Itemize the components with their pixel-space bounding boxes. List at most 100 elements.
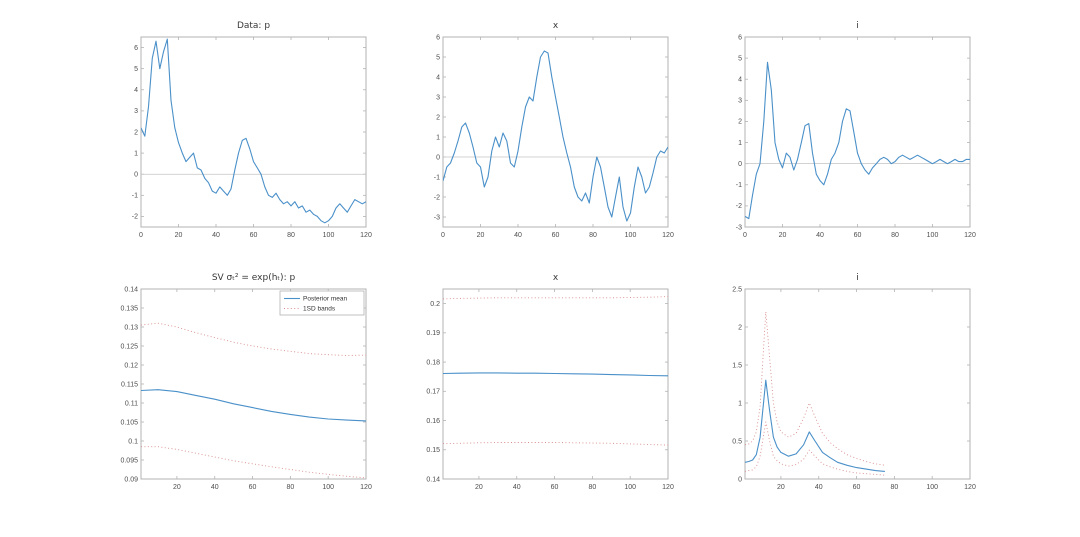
svg-text:2: 2: [134, 129, 138, 136]
svg-text:0.11: 0.11: [125, 400, 138, 407]
svg-text:80: 80: [891, 232, 899, 239]
svg-text:-3: -3: [434, 214, 440, 221]
svg-text:0.14: 0.14: [426, 476, 440, 483]
svg-text:2: 2: [436, 114, 440, 121]
svg-text:0.5: 0.5: [732, 438, 742, 445]
subplot-sv-i: i 20 40 60 80 100 120 0 0.5 1 1.5 2 2.5: [709, 269, 1009, 514]
svg-text:0.2: 0.2: [430, 301, 440, 308]
svg-text:60: 60: [853, 484, 861, 491]
chart-canvas-data-p: 0 20 40 60 80 100 120 -2 -1 0 1 2 3 4 5 6: [132, 36, 372, 239]
chart-canvas-sv-p: 20 40 60 80 100 120 0.09 0.095 0.1 0.105 0.11 0.115…: [120, 286, 372, 491]
svg-text:120: 120: [662, 484, 674, 491]
svg-text:20: 20: [175, 232, 183, 239]
svg-text:1SD bands: 1SD bands: [303, 306, 336, 313]
svg-text:20: 20: [475, 484, 483, 491]
svg-text:100: 100: [625, 232, 637, 239]
svg-text:80: 80: [286, 484, 294, 491]
svg-text:120: 120: [964, 232, 976, 239]
svg-text:20: 20: [777, 484, 785, 491]
svg-text:40: 40: [514, 232, 522, 239]
svg-text:0: 0: [738, 161, 742, 168]
svg-text:0.105: 0.105: [120, 419, 138, 426]
svg-text:40: 40: [816, 232, 824, 239]
svg-text:100: 100: [624, 484, 636, 491]
svg-text:120: 120: [964, 484, 976, 491]
svg-text:40: 40: [212, 232, 220, 239]
svg-text:0.125: 0.125: [120, 343, 138, 350]
svg-text:0.09: 0.09: [124, 476, 138, 483]
svg-text:0.16: 0.16: [426, 418, 440, 425]
svg-text:60: 60: [552, 232, 560, 239]
svg-text:0.1: 0.1: [128, 438, 138, 445]
svg-text:120: 120: [360, 484, 372, 491]
svg-text:1.5: 1.5: [732, 362, 742, 369]
svg-text:60: 60: [250, 232, 258, 239]
svg-text:5: 5: [436, 54, 440, 61]
svg-text:4: 4: [436, 74, 440, 81]
subplot-data-x: x 0 20 40 60 80 100 120 -3 -2 -1 0 1 2 3 4 5 6: [407, 17, 707, 262]
svg-text:0: 0: [139, 232, 143, 239]
svg-text:6: 6: [436, 34, 440, 41]
svg-text:20: 20: [779, 232, 787, 239]
chart-canvas-sv-i: 20 40 60 80 100 120 0 0.5 1 1.5 2 2.5: [732, 286, 976, 491]
svg-text:0: 0: [738, 476, 742, 483]
svg-text:0.15: 0.15: [426, 447, 440, 454]
svg-text:1: 1: [738, 140, 742, 147]
svg-text:0: 0: [441, 232, 445, 239]
svg-text:100: 100: [927, 232, 939, 239]
svg-text:-2: -2: [132, 214, 138, 221]
svg-text:20: 20: [477, 232, 485, 239]
svg-text:0.17: 0.17: [426, 389, 440, 396]
chart-canvas-data-i: 0 20 40 60 80 100 120 -3 -2 -1 0 1 2 3 4 5 6: [736, 34, 976, 239]
svg-text:120: 120: [360, 232, 372, 239]
svg-text:0.135: 0.135: [120, 305, 138, 312]
svg-text:3: 3: [436, 94, 440, 101]
subplot-sv-x: x 20 40 60 80 100 120 0.14 0.15 0.16 0.17 0.18 0.19…: [407, 269, 707, 514]
svg-text:40: 40: [815, 484, 823, 491]
svg-text:100: 100: [322, 484, 334, 491]
svg-text:2.5: 2.5: [732, 286, 742, 293]
svg-text:0.095: 0.095: [120, 457, 138, 464]
svg-text:3: 3: [134, 108, 138, 115]
svg-text:3: 3: [738, 98, 742, 105]
svg-text:5: 5: [134, 66, 138, 73]
svg-text:-3: -3: [736, 224, 742, 231]
svg-text:0.115: 0.115: [121, 381, 138, 388]
svg-text:80: 80: [589, 232, 597, 239]
svg-text:0.12: 0.12: [124, 362, 138, 369]
svg-text:0.18: 0.18: [426, 359, 440, 366]
chart-title: x: [552, 273, 559, 283]
svg-text:1: 1: [134, 150, 138, 157]
svg-text:4: 4: [738, 77, 742, 84]
svg-text:2: 2: [738, 119, 742, 126]
svg-text:60: 60: [854, 232, 862, 239]
svg-text:-1: -1: [434, 174, 440, 181]
svg-text:-2: -2: [434, 194, 440, 201]
chart-title: x: [552, 21, 559, 31]
svg-text:0.19: 0.19: [426, 330, 440, 337]
svg-text:5: 5: [738, 55, 742, 62]
svg-text:40: 40: [513, 484, 521, 491]
svg-text:60: 60: [551, 484, 559, 491]
chart-title: i: [856, 21, 859, 31]
svg-text:0.13: 0.13: [124, 324, 138, 331]
svg-text:120: 120: [662, 232, 674, 239]
svg-text:60: 60: [249, 484, 257, 491]
svg-text:0: 0: [134, 172, 138, 179]
svg-text:80: 80: [890, 484, 898, 491]
svg-text:100: 100: [323, 232, 335, 239]
chart-canvas-data-x: 0 20 40 60 80 100 120 -3 -2 -1 0 1 2 3 4 5 6: [434, 34, 674, 239]
subplot-data-i: i 0 20 40 60 80 100 120 -3 -2 -1 0 1 2 3 4 5 6: [709, 17, 1009, 262]
svg-text:-1: -1: [736, 182, 742, 189]
subplot-sv-p: SV σₜ² = exp(hₜ): p 20 40 60 80 100 120 0.09 0.…: [105, 269, 405, 514]
chart-title: Data: p: [236, 21, 271, 31]
svg-text:-2: -2: [736, 203, 742, 210]
chart-title: SV σₜ² = exp(hₜ): p: [211, 273, 296, 283]
svg-text:Posterior mean: Posterior mean: [303, 296, 347, 303]
svg-text:0.14: 0.14: [124, 286, 138, 293]
svg-text:40: 40: [211, 484, 219, 491]
svg-text:6: 6: [134, 45, 138, 52]
svg-text:80: 80: [588, 484, 596, 491]
svg-text:1: 1: [738, 400, 742, 407]
